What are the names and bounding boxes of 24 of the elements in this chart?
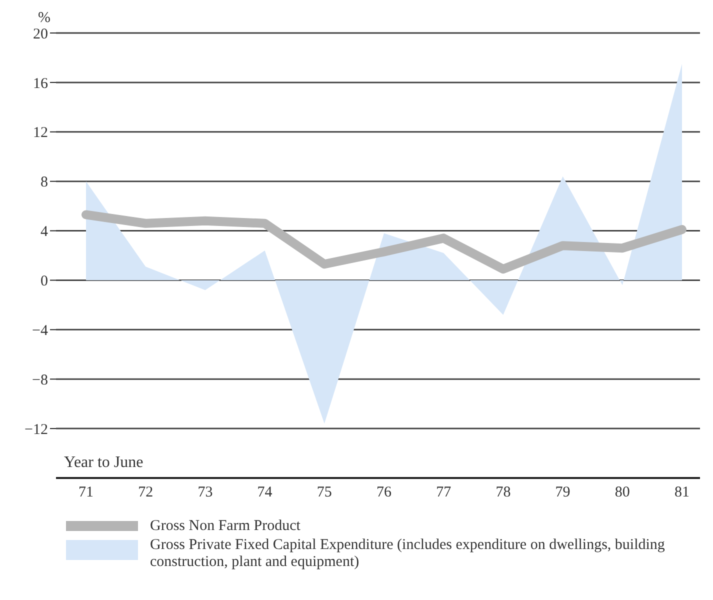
x-tick-label: 78 (496, 484, 511, 501)
y-tick-label: −12 (24, 422, 48, 438)
x-tick-label: 76 (376, 484, 392, 501)
annotation: Year to June (64, 454, 144, 472)
x-tick-label: 74 (257, 484, 273, 501)
y-tick-label: 20 (33, 26, 48, 42)
y-tick-label: 0 (40, 274, 48, 290)
y-tick-label: 4 (40, 224, 48, 240)
x-tick-label: 73 (198, 484, 213, 501)
x-tick-label: 72 (138, 484, 154, 501)
y-axis-title: % (38, 10, 50, 27)
y-tick-label: −4 (32, 322, 48, 339)
x-tick-label: 77 (436, 484, 452, 501)
y-tick-label: −8 (32, 372, 48, 388)
x-tick-label: 75 (316, 484, 332, 501)
x-tick-label: 80 (614, 484, 630, 501)
x-tick-label: 81 (674, 484, 690, 501)
legend-label: Gross Private Fixed Capital Expenditure (includes expenditure on dwellings, building construction, plant and equipment) (150, 537, 666, 571)
x-tick-label: 79 (555, 484, 570, 501)
y-tick-label: 8 (40, 174, 48, 191)
y-tick-label: 12 (33, 125, 48, 142)
x-tick-label: 71 (78, 484, 94, 501)
legend-label: Gross Non Farm Product (150, 518, 300, 535)
y-tick-label: 16 (33, 76, 48, 92)
